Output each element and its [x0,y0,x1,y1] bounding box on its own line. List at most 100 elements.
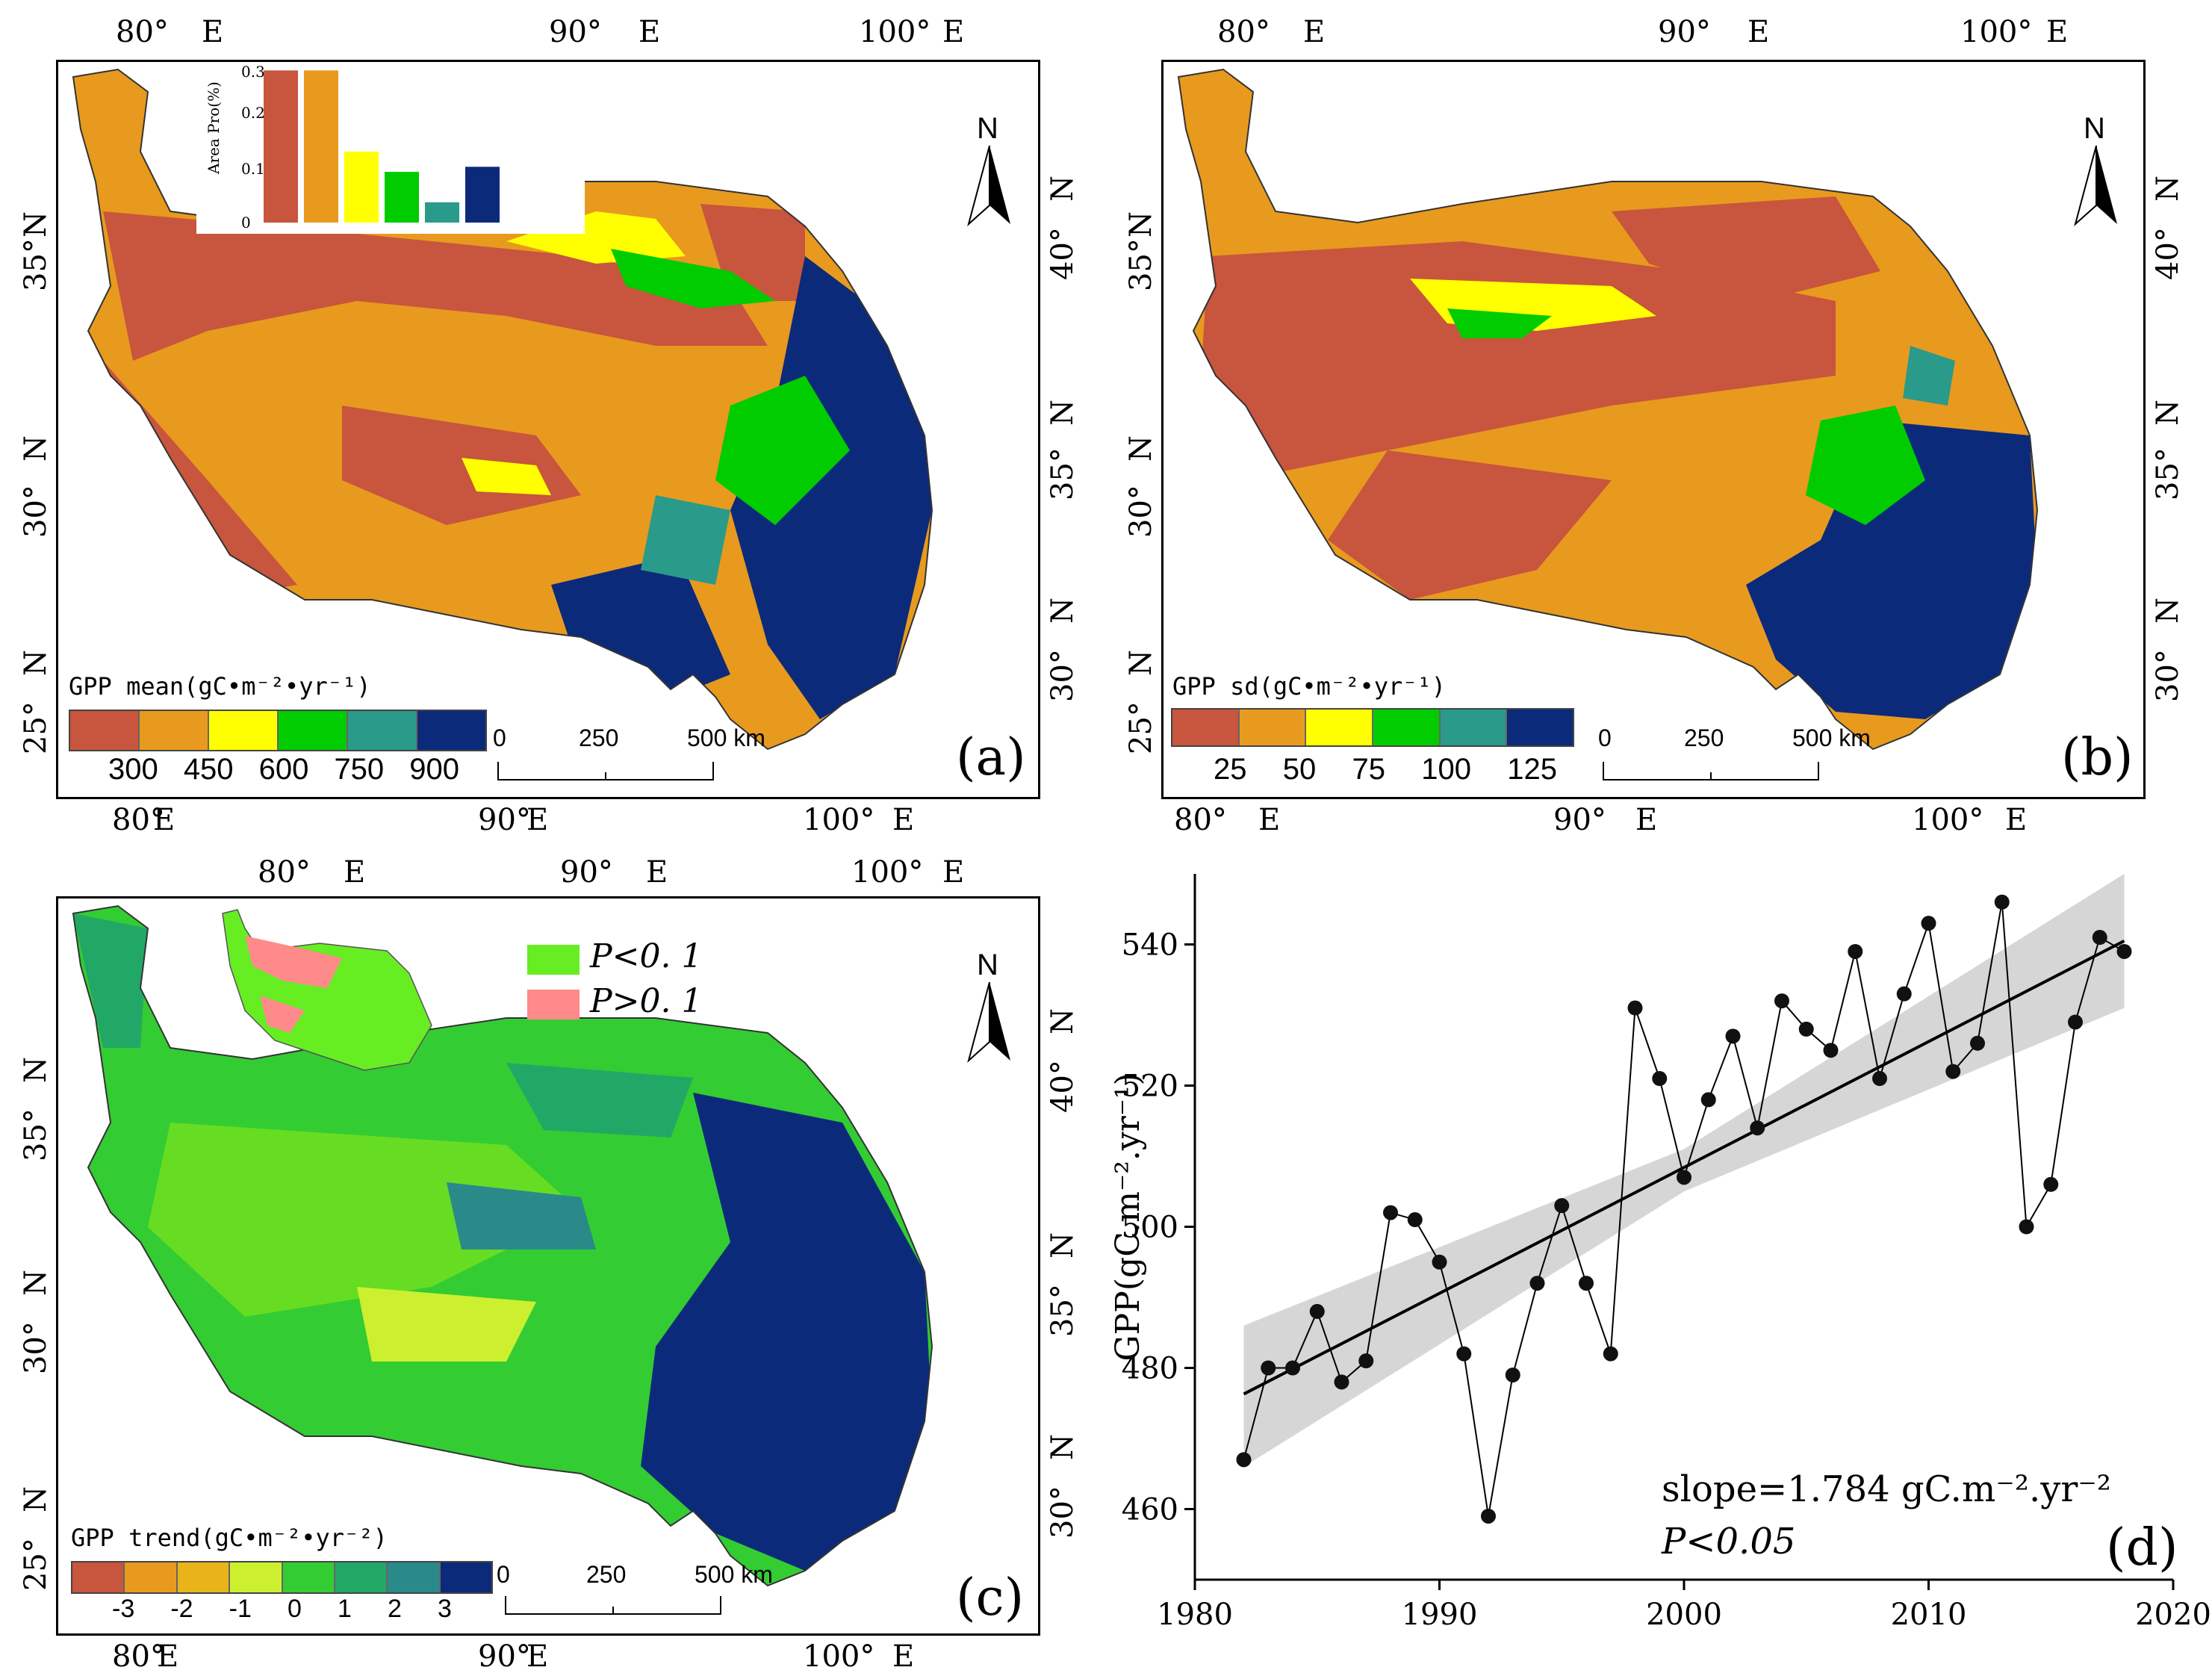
gpp-point [1750,1120,1765,1136]
lat-n-label: N [1046,176,1080,202]
gpp-point [1798,1021,1814,1037]
lon-e-label: E [942,855,965,890]
lat-n-label: N [19,211,53,238]
lat-35-label: 35° [2151,447,2185,500]
legend-bar-b [1171,708,1574,747]
nonsig-legend-swatch [527,990,580,1019]
lat-n-label: N [1124,650,1158,676]
lon-e-label: E [1635,803,1658,837]
gpp-point [1285,1360,1300,1376]
legend-swatch [209,711,279,750]
gpp-point [2019,1219,2034,1235]
lon-80-label: 80° [1174,803,1227,837]
y-tick-label: 480 [1122,1352,1178,1386]
lon-90-label: 90° [1553,803,1606,837]
legend-swatch [1306,710,1374,745]
gpp-point [1261,1360,1276,1376]
plateau-outline-b [1177,68,2039,751]
region-yellowgreen-c [357,1287,536,1362]
legend-tick: 600 [258,753,309,786]
lat-25-label: 25° [19,701,53,754]
panel-letter-a: (a) [956,728,1026,787]
slope-annotation: slope=1.784 gC.m⁻².yr⁻² [1662,1468,2111,1510]
legend-ticks-a: 300 450 600 750 900 [108,753,459,786]
gpp-point [2116,943,2132,959]
gpp-series [1236,894,2132,1524]
lat-40-label: 40° [1046,1060,1080,1113]
gpp-point [1383,1205,1398,1220]
legend-tick: -1 [229,1595,252,1623]
p-value-annotation: P<0.05 [1661,1521,1795,1562]
region-west-b [1201,241,1836,480]
inset-bar [385,172,419,223]
lat-n-label: N [1046,1232,1080,1259]
sig-legend-label: P<0. 1 [590,937,703,975]
gpp-point [1945,1064,1961,1079]
lon-100-label: 100° [859,15,931,49]
region-east-blue-c [641,1093,932,1571]
x-tick-label: 1990 [1402,1598,1478,1632]
legend-tick: 300 [108,753,158,786]
gpp-point [1529,1276,1545,1291]
scale-250-label: 250 [579,724,619,751]
lat-40-label: 40° [2151,227,2185,280]
lat-n-label: N [19,435,53,462]
inset-ytick: 0.2 [241,104,265,122]
legend-swatch [125,1562,178,1592]
scale-250-label: 250 [586,1561,627,1588]
lat-30-label: 30° [2151,649,2185,702]
x-tick-label: 2000 [1646,1598,1722,1632]
lon-100-label: 100° [851,855,924,890]
gpp-point [1554,1198,1570,1214]
nonsig-legend-label: P>0. 1 [590,982,703,1020]
region-lightgreen-c [148,1123,581,1317]
legend-swatch [177,1562,231,1592]
inset-ticks: 0.3 0.2 0.1 0 [241,63,265,232]
legend-tick: 3 [438,1595,452,1623]
y-tick-label: 500 [1122,1211,1178,1245]
x-tick-label: 2010 [1891,1598,1967,1632]
legend-title-a: GPP mean(gC•m⁻²•yr⁻¹) [69,672,371,701]
gpp-point [1823,1043,1839,1058]
gpp-point [1774,993,1789,1009]
gpp-point [1896,986,1912,1002]
lat-35-label: 35° [1046,447,1080,500]
lat-35-label: 35° [19,1108,53,1161]
inset-sig-region [222,909,432,1071]
inset-ylabel: Area Pro(%) [205,81,223,175]
panel-letter-b: (b) [2061,728,2134,787]
lon-90-label: 90° [549,15,602,49]
legend-bar-c [71,1561,493,1594]
legend-swatch [140,711,209,750]
legend-swatch [70,711,140,750]
lat-35-label: 35° [1124,238,1158,291]
gpp-timeseries-chart: 1980 1990 2000 2010 2020 460 480 500 520 540 GPP(… [1109,874,2211,1632]
north-arrow-icon [2074,146,2117,226]
regression-line [1243,939,2125,1396]
region-east-blue-a [730,256,932,719]
inset-bars [264,70,500,223]
region-green-qinghai-a [611,249,775,308]
chart-ylabel: GPP(gC.m⁻².yr⁻¹) [1109,1073,1147,1361]
lon-e-label: E [344,855,366,890]
lat-35-label: 35° [1046,1284,1080,1337]
legend-swatch [417,711,485,750]
north-label-c: N [977,949,998,981]
gpp-point [1432,1254,1447,1270]
region-northwest-c [73,913,148,1048]
scale-bar-a [497,762,714,780]
lat-n-label: N [19,1270,53,1296]
lat-30-label: 30° [19,1321,53,1374]
area-proportion-inset: Area Pro(%) 0.3 0.2 0.1 0 [196,62,585,234]
region-north-b [1612,196,1880,301]
scale-0-label: 0 [493,724,506,751]
legend-tick: 750 [334,753,385,786]
gpp-point [1236,1452,1252,1468]
region-west-a [103,211,768,361]
gpp-point [2068,1014,2083,1030]
lon-80-label: 80° [258,855,311,890]
region-east-green-b [1806,406,1925,525]
region-north-c [506,1063,693,1138]
region-teal-b [1903,346,1955,406]
lon-90-label: 90° [1658,15,1711,49]
